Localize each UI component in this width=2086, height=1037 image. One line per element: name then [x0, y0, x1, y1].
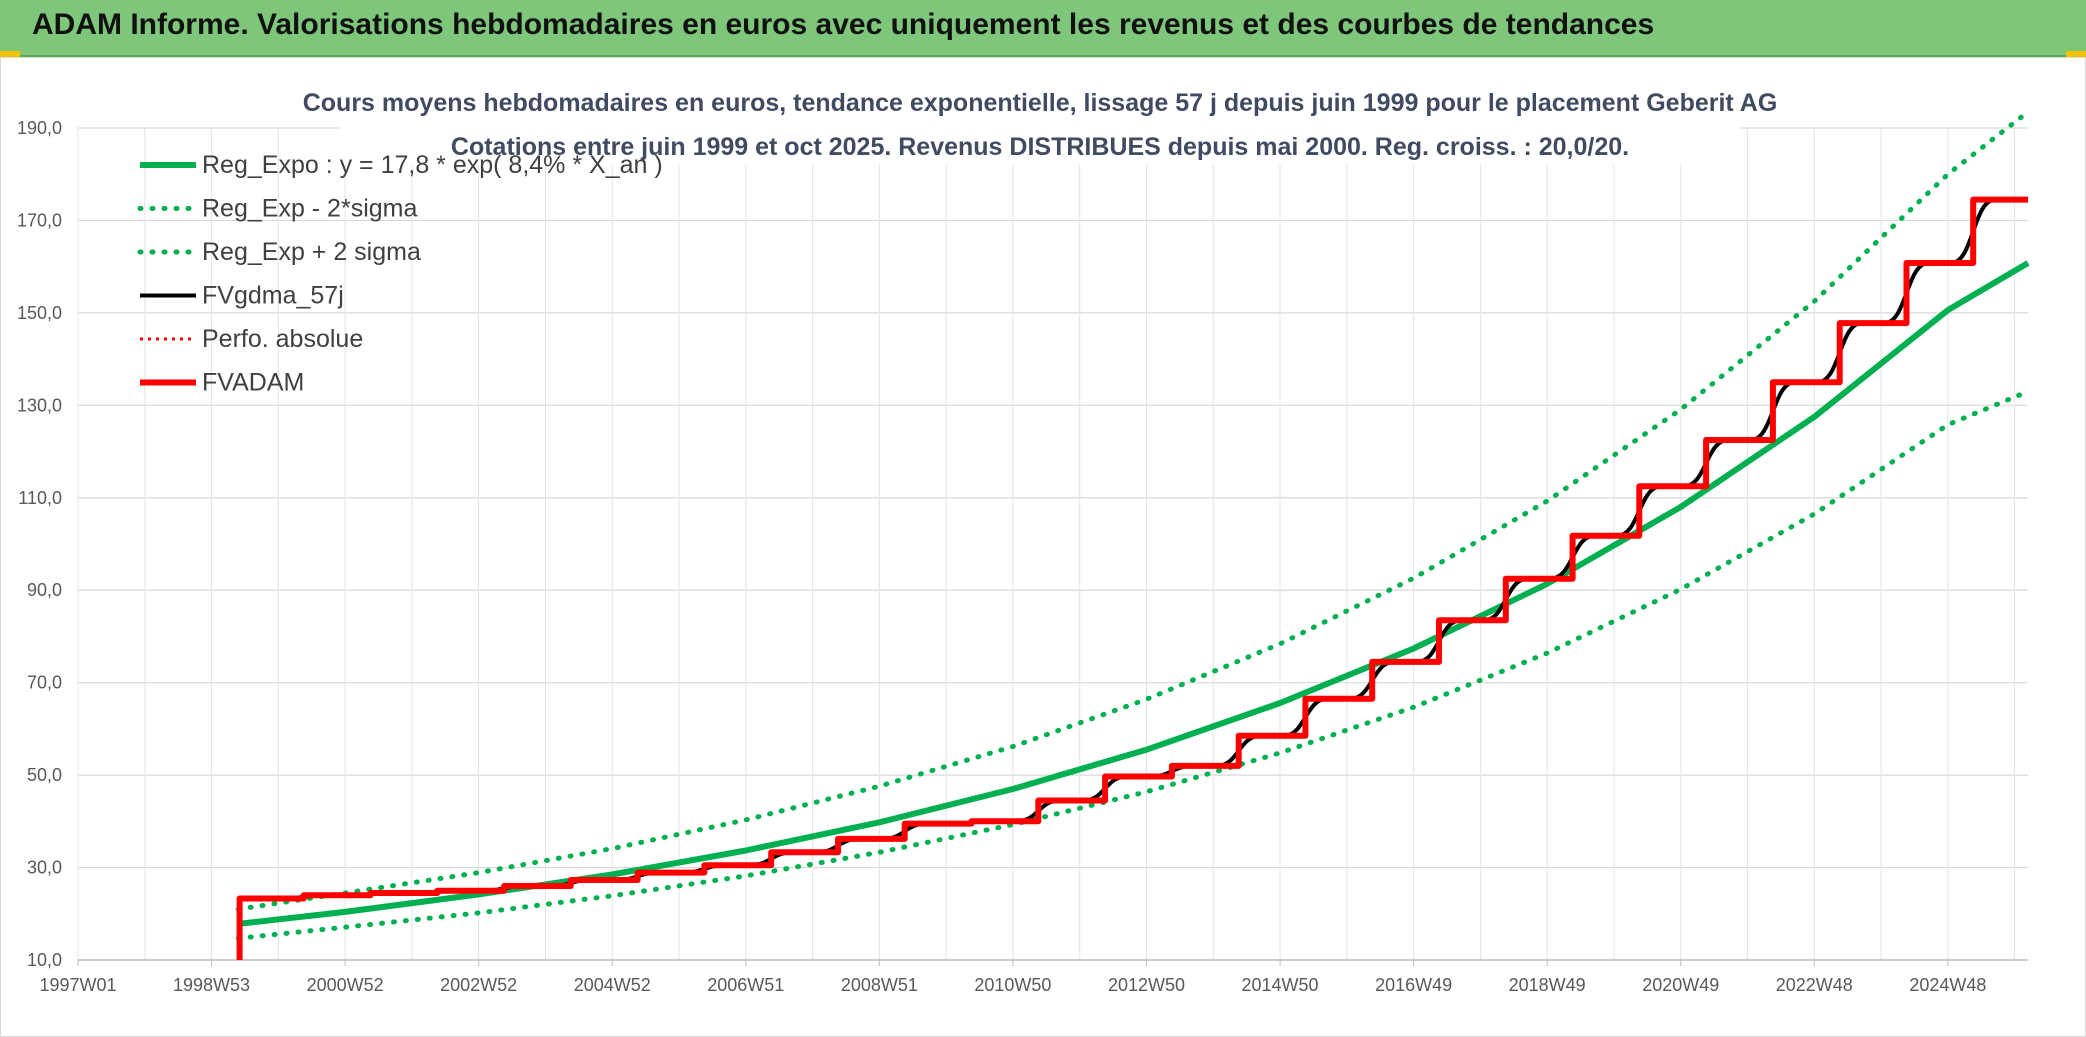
x-tick-label: 1997W01: [39, 975, 116, 995]
x-tick-label: 2010W50: [974, 975, 1051, 995]
x-tick-label: 2008W51: [841, 975, 918, 995]
report-banner: ADAM Informe. Valorisations hebdomadaire…: [0, 0, 2086, 57]
chart-subtitle: Cotations entre juin 1999 et oct 2025. R…: [451, 133, 1629, 161]
x-tick-label: 1998W53: [173, 975, 250, 995]
legend-label: Reg_Exp - 2*sigma: [202, 195, 417, 223]
series-line-3: [239, 197, 2028, 901]
y-tick-label: 150,0: [17, 303, 62, 323]
y-tick-label: 10,0: [27, 950, 62, 970]
x-tick-label: 2002W52: [440, 975, 517, 995]
y-tick-label: 190,0: [17, 118, 62, 138]
legend-label: FVADAM: [202, 369, 304, 397]
x-tick-label: 2012W50: [1108, 975, 1185, 995]
legend-label: Reg_Exp + 2 sigma: [202, 238, 421, 266]
series-line-0: [237, 260, 2030, 927]
x-tick-label: 2018W49: [1509, 975, 1586, 995]
legend: Reg_Expo : y = 17,8 * exp( 8,4% * X_an )…: [137, 151, 663, 397]
legend-label: Reg_Expo : y = 17,8 * exp( 8,4% * X_an ): [202, 151, 663, 179]
y-tick-label: 130,0: [17, 395, 62, 415]
y-tick-label: 30,0: [27, 858, 62, 878]
series-line-2: [235, 109, 2031, 912]
y-tick-label: 170,0: [17, 210, 62, 230]
y-tick-label: 90,0: [27, 580, 62, 600]
x-tick-label: 2020W49: [1642, 975, 1719, 995]
series-line-1: [235, 389, 2031, 941]
corner-mark-left: [0, 51, 20, 57]
x-tick-label: 2016W49: [1375, 975, 1452, 995]
x-tick-label: 2004W52: [574, 975, 651, 995]
y-tick-label: 70,0: [27, 673, 62, 693]
series-line-5: [236, 196, 2028, 960]
chart-title: Cours moyens hebdomadaires en euros, ten…: [303, 89, 1778, 117]
legend-label: FVgdma_57j: [202, 282, 344, 310]
x-tick-label: 2024W48: [1909, 975, 1986, 995]
x-tick-label: 2000W52: [307, 975, 384, 995]
legend-label: Perfo. absolue: [202, 325, 363, 353]
series-group: [235, 109, 2031, 960]
y-tick-label: 110,0: [18, 488, 62, 508]
x-tick-label: 2022W48: [1776, 975, 1853, 995]
axis-ticks: 10,0 30,0 50,0 70,0 90,0 110,0 130,0 150,0 170,0…: [17, 118, 1986, 995]
corner-mark-right: [2066, 51, 2086, 57]
y-tick-label: 50,0: [27, 765, 62, 785]
series-line-4: [238, 198, 2030, 900]
x-tick-label: 2014W50: [1242, 975, 1319, 995]
x-tick-label: 2006W51: [707, 975, 784, 995]
report-title: ADAM Informe. Valorisations hebdomadaire…: [32, 8, 1655, 41]
title-background: [340, 83, 1740, 165]
